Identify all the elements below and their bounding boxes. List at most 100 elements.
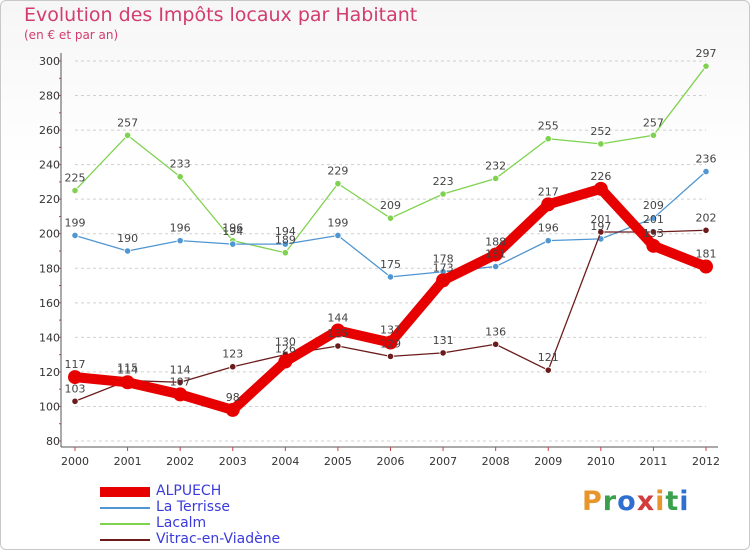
data-point (544, 237, 552, 245)
x-tick-label: 2004 (271, 455, 299, 468)
data-point (436, 273, 451, 288)
data-labels: 117 1141079812614413717318821722619318119… (65, 47, 717, 404)
data-point (597, 228, 605, 236)
data-point (281, 240, 289, 248)
data-label: 202 (696, 211, 717, 224)
data-point (68, 370, 82, 385)
data-point (541, 197, 556, 212)
x-tick-label: 2006 (377, 455, 405, 468)
data-point (123, 247, 132, 255)
x-tick-label: 2009 (534, 455, 562, 468)
chart-subtitle: (en € et par an) (24, 28, 119, 42)
data-label: 173 (433, 261, 454, 274)
data-label: 137 (380, 324, 401, 337)
data-label: 209 (643, 199, 664, 212)
data-point (386, 273, 395, 281)
y-tick-label: 220 (39, 193, 60, 206)
series-lines (68, 62, 713, 417)
data-label: 297 (696, 47, 717, 60)
data-label: 175 (380, 258, 401, 271)
data-label: 103 (65, 382, 86, 395)
y-tick-label: 160 (39, 297, 60, 310)
data-label: 257 (117, 116, 138, 129)
x-tick-label: 2001 (114, 455, 142, 468)
logo-letter: i (679, 486, 690, 517)
data-point (334, 231, 342, 240)
logo-letter: t (665, 486, 680, 517)
data-point (439, 190, 447, 198)
x-tick-label: 2008 (482, 455, 510, 468)
data-label: 233 (170, 158, 191, 171)
logo-letter: r (602, 486, 618, 517)
data-point (646, 238, 661, 253)
x-tick-label: 2007 (429, 455, 457, 468)
data-point (544, 366, 552, 374)
data-label: 196 (222, 222, 243, 235)
x-tick-label: 2003 (219, 455, 247, 468)
data-label: 189 (275, 234, 296, 247)
x-tick-label: 2012 (692, 455, 720, 468)
legend-swatch (100, 539, 150, 541)
data-point (71, 397, 79, 405)
logo-letter: o (617, 486, 637, 517)
data-point (386, 214, 395, 222)
data-point (225, 402, 240, 417)
data-point (334, 342, 342, 350)
data-point (597, 140, 605, 148)
data-label: 135 (327, 327, 348, 340)
data-label: 196 (170, 222, 191, 235)
data-point (71, 231, 79, 240)
y-tick-label: 80 (46, 435, 60, 448)
data-point (649, 214, 658, 222)
data-label: 229 (327, 165, 348, 178)
data-point (281, 249, 289, 257)
data-label: 197 (590, 220, 611, 233)
y-tick-label: 280 (39, 90, 60, 103)
data-label: 223 (433, 175, 454, 188)
y-tick-label: 180 (39, 262, 60, 275)
data-label: 144 (327, 311, 348, 324)
logo-letter: x (636, 486, 656, 517)
data-label: 257 (643, 116, 664, 129)
axes: 80 100 120 140 160 180 200 220 240 260 280 300 2000 2… (39, 53, 720, 468)
data-point (699, 259, 713, 274)
data-point (123, 131, 132, 139)
data-label: 131 (433, 334, 454, 347)
data-point (71, 186, 79, 195)
data-label: 201 (643, 213, 664, 226)
y-tick-label: 120 (39, 366, 60, 379)
y-tick-label: 100 (39, 400, 60, 413)
data-point (593, 181, 608, 196)
data-point (386, 352, 395, 360)
data-label: 181 (696, 248, 717, 261)
data-label: 193 (643, 227, 664, 240)
data-label: 123 (222, 348, 243, 361)
data-label: 236 (696, 153, 717, 166)
data-label: 199 (65, 216, 86, 229)
data-label: 196 (538, 222, 559, 235)
data-point (173, 387, 188, 402)
data-point (492, 340, 500, 348)
data-point (330, 323, 345, 338)
data-label: 117 (65, 358, 86, 371)
data-label: 126 (275, 343, 296, 356)
data-point (649, 228, 658, 236)
x-tick-label: 2000 (61, 455, 89, 468)
data-point (492, 174, 500, 183)
data-label: 115 (117, 362, 138, 375)
y-tick-label: 240 (39, 159, 60, 172)
y-tick-label: 200 (39, 228, 60, 241)
data-label: 181 (485, 248, 506, 261)
data-point (278, 354, 293, 369)
data-label: 107 (170, 375, 191, 388)
legend-swatch (100, 487, 150, 497)
y-tick-label: 300 (39, 55, 60, 68)
proxiti-logo: Proxiti (582, 486, 690, 517)
data-label: 136 (485, 325, 506, 338)
legend-swatch (100, 507, 150, 509)
data-point (120, 375, 135, 390)
data-label: 129 (380, 337, 401, 350)
legend-label: La Terrisse (156, 499, 230, 515)
